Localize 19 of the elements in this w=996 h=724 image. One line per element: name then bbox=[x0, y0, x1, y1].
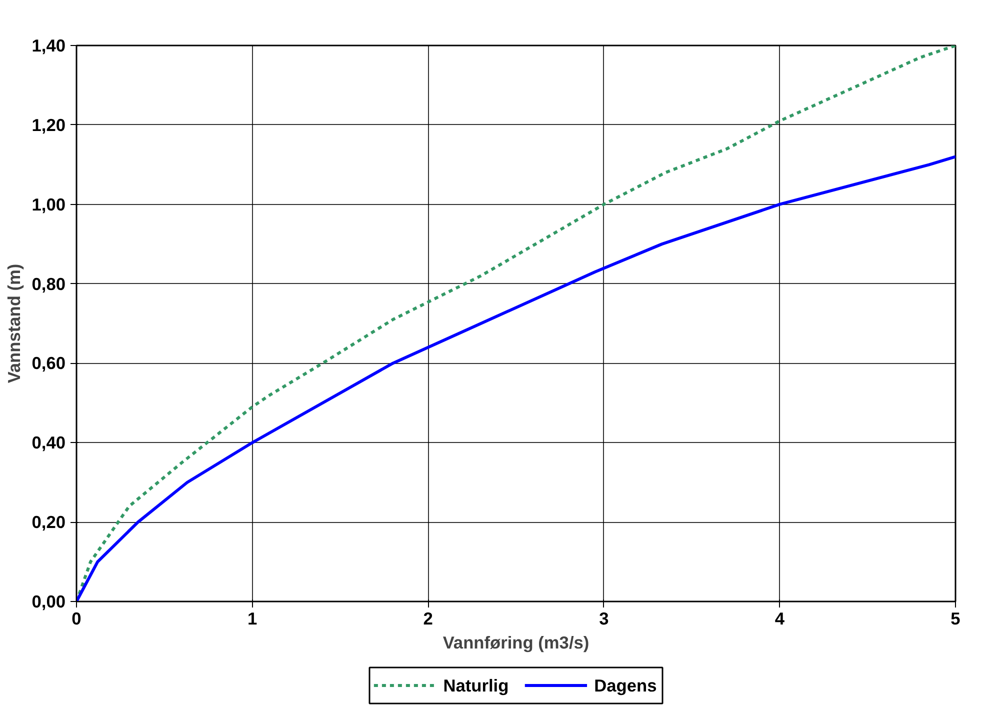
x-tick-label: 3 bbox=[599, 608, 610, 628]
y-tick-label: 1,20 bbox=[32, 114, 66, 135]
x-tick-label: 0 bbox=[72, 608, 82, 628]
y-tick-label: 1,40 bbox=[32, 36, 66, 56]
y-tick-label: 0,20 bbox=[32, 512, 66, 532]
y-tick-label: 0,60 bbox=[32, 353, 66, 374]
x-tick-label: 5 bbox=[950, 608, 961, 628]
x-tick-label: 1 bbox=[247, 608, 258, 628]
legend-label: Naturlig bbox=[443, 676, 509, 696]
y-tick-label: 1,00 bbox=[32, 194, 66, 214]
line-series bbox=[76, 155, 956, 602]
y-tick-label: 0,80 bbox=[32, 274, 66, 294]
y-axis-title: Vannstand (m) bbox=[4, 264, 24, 384]
x-tick-label: 2 bbox=[423, 608, 433, 628]
x-axis-title: Vannføring (m3/s) bbox=[442, 632, 590, 652]
x-tick-label: 4 bbox=[774, 608, 785, 628]
y-tick-label: 0,00 bbox=[32, 592, 66, 612]
legend-label: Dagens bbox=[594, 676, 657, 696]
y-tick-label: 0,40 bbox=[32, 432, 66, 453]
